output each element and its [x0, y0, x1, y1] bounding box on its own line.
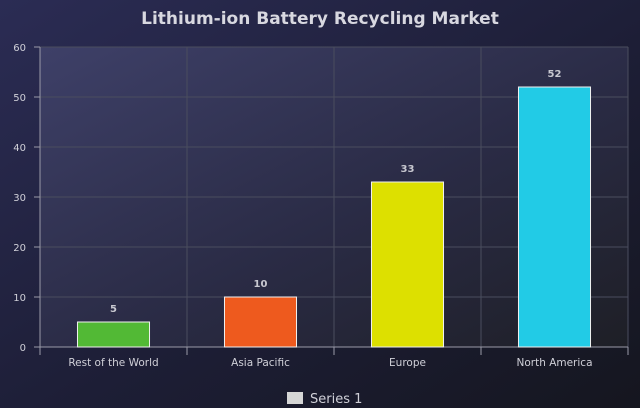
data-label: 10 — [254, 279, 268, 290]
legend[interactable]: Series 1 — [287, 392, 362, 407]
x-tick-label: Asia Pacific — [231, 357, 290, 369]
y-tick-label: 0 — [20, 343, 26, 354]
legend-label-series-1: Series 1 — [310, 392, 362, 407]
y-tick-label: 30 — [13, 193, 26, 204]
data-label: 5 — [110, 304, 117, 315]
y-tick-label: 20 — [13, 243, 26, 254]
bar — [517, 86, 592, 348]
x-tick-label: Europe — [389, 357, 426, 369]
legend-swatch-series-1 — [287, 392, 303, 404]
y-tick-label: 60 — [13, 43, 26, 54]
bars — [76, 86, 592, 348]
bar — [76, 321, 151, 348]
data-label: 33 — [401, 164, 415, 175]
y-tick-label: 40 — [13, 143, 26, 154]
labels: 0 10 20 30 40 50 60 5 Rest of the World 10 Asia Pa… — [13, 43, 592, 369]
x-tick-label: Rest of the World — [68, 357, 158, 369]
x-tick-label: North America — [516, 357, 592, 369]
chart-title: Lithium-ion Battery Recycling Market — [141, 9, 499, 29]
data-label: 52 — [548, 69, 562, 80]
bar — [223, 296, 298, 348]
y-tick-label: 50 — [13, 93, 26, 104]
bar — [370, 181, 445, 348]
y-tick-label: 10 — [13, 293, 26, 304]
